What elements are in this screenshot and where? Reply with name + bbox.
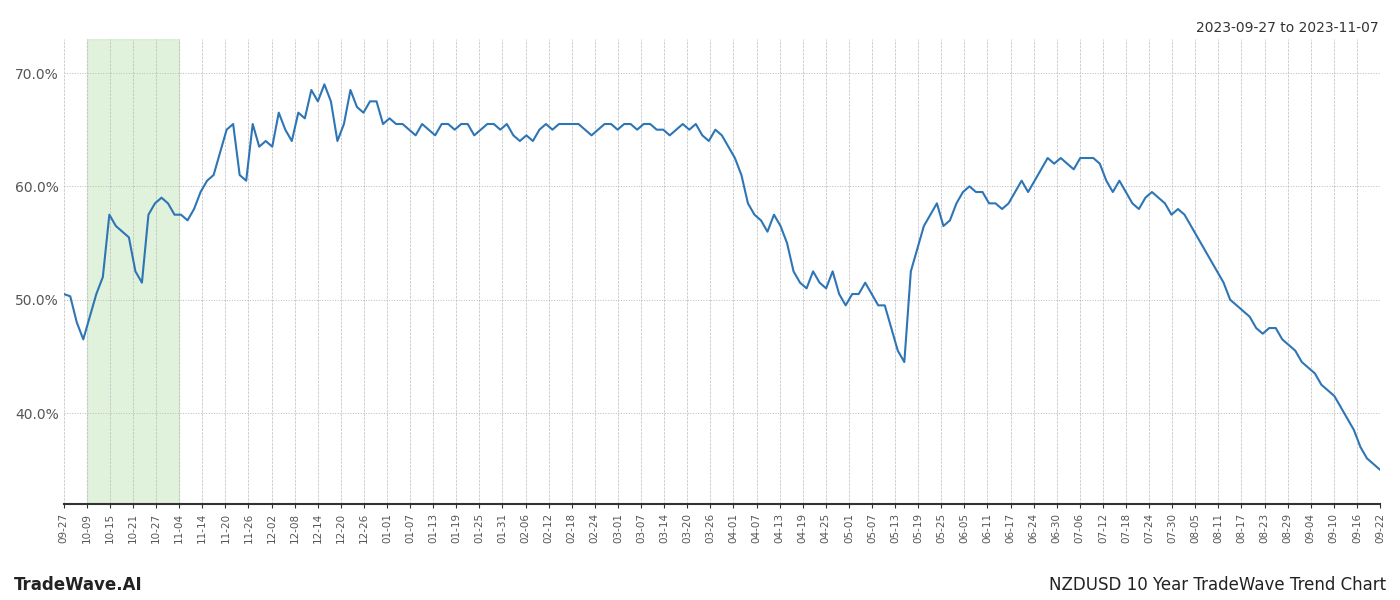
Bar <box>87 39 179 504</box>
Text: TradeWave.AI: TradeWave.AI <box>14 576 143 594</box>
Text: 2023-09-27 to 2023-11-07: 2023-09-27 to 2023-11-07 <box>1197 21 1379 35</box>
Text: NZDUSD 10 Year TradeWave Trend Chart: NZDUSD 10 Year TradeWave Trend Chart <box>1049 576 1386 594</box>
